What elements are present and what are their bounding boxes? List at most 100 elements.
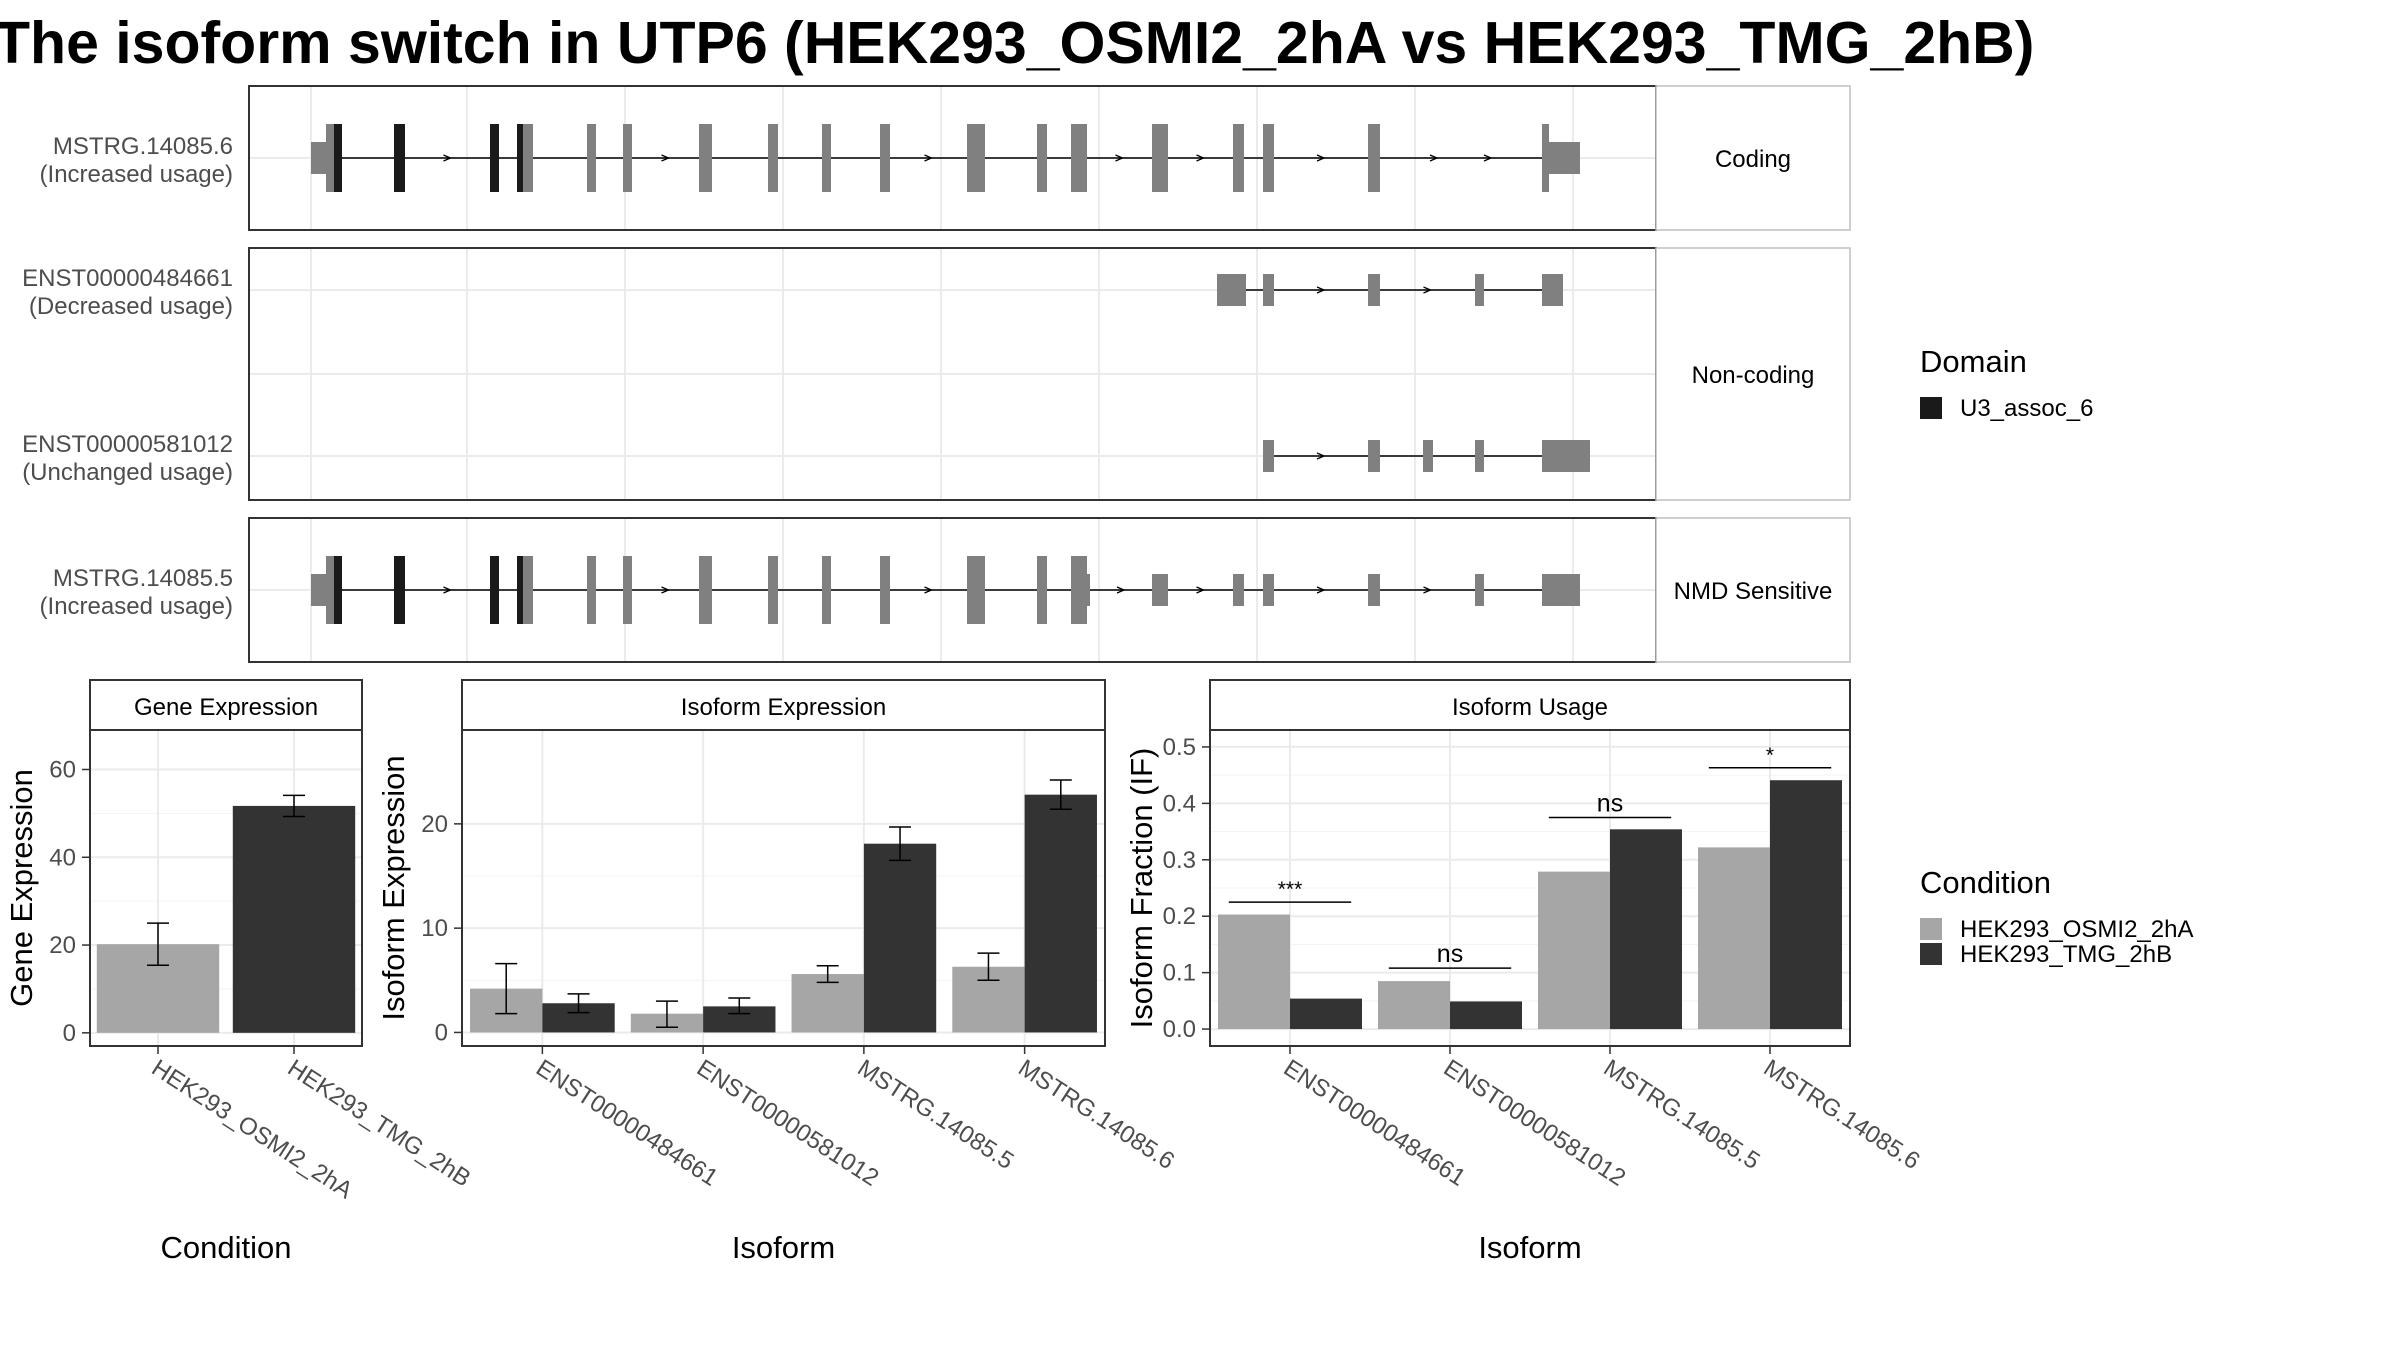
significance-label: ns: [1437, 940, 1463, 968]
transcript-usage-label: (Increased usage): [40, 593, 233, 620]
facet-strip: [1655, 247, 1851, 501]
exon-block: [1542, 440, 1590, 472]
direction-arrow: [1116, 586, 1126, 594]
exon-block: [880, 556, 890, 624]
error-bar: [1049, 779, 1072, 811]
direction-arrow: [924, 154, 934, 162]
legend-legend_domain: Domain U3_assoc_6: [1920, 344, 2093, 422]
domain-block: [490, 556, 499, 624]
domain-block: [394, 556, 405, 624]
legend-title: Condition: [1920, 865, 2051, 900]
transcript-facet-1: Non-coding ENST00000484661(Decreased usag…: [22, 247, 1851, 501]
transcript-facet-0: Coding MSTRG.14085.6(Increased usage): [40, 85, 1851, 231]
exon-block: [1263, 574, 1274, 606]
exon-block: [1549, 142, 1580, 174]
error-bar: [655, 1000, 678, 1028]
domain-block: [490, 124, 499, 192]
exon-block: [1542, 274, 1563, 306]
direction-arrow: [1316, 154, 1326, 162]
exon-block: [1233, 124, 1244, 192]
y-tick-label: 60: [49, 757, 76, 784]
error-bar: [283, 794, 305, 818]
exon-block: [523, 556, 533, 624]
exon-block: [1233, 574, 1244, 606]
exon-block: [967, 556, 985, 624]
exon-block: [822, 556, 831, 624]
exon-block: [326, 556, 334, 624]
error-bar: [728, 997, 751, 1015]
exon-block: [1475, 440, 1484, 472]
exon-block: [699, 556, 712, 624]
exon-block: [1152, 124, 1168, 192]
exon-block: [311, 142, 326, 174]
exon-block: [1217, 274, 1246, 306]
bar-ENST00000581012-HEK293_OSMI2_2hA: [1378, 981, 1450, 1030]
exon-block: [1475, 274, 1484, 306]
chart-strip: [89, 679, 363, 731]
bar-MSTRG.14085.6-HEK293_TMG_2hB: [1024, 794, 1097, 1033]
direction-arrow: [924, 586, 934, 594]
exon-block: [1368, 274, 1380, 306]
y-tick-label: 10: [421, 915, 448, 942]
y-tick-label: 0.2: [1163, 903, 1196, 930]
exon-block: [1368, 574, 1380, 606]
bar-MSTRG.14085.5-HEK293_OSMI2_2hA: [791, 974, 864, 1033]
transcript-facet-2: NMD Sensitive MSTRG.14085.5(Increased usa…: [40, 517, 1851, 663]
direction-arrow: [1316, 286, 1326, 294]
bar-MSTRG.14085.5-HEK293_OSMI2_2hA: [1538, 871, 1610, 1030]
direction-arrow: [661, 586, 671, 594]
x-axis-title: Isoform: [732, 1230, 835, 1265]
direction-arrow: [443, 586, 453, 594]
exon-block: [1263, 124, 1274, 192]
significance-label: ns: [1597, 789, 1623, 817]
y-tick-label: 0.4: [1163, 790, 1196, 817]
y-tick-label: 40: [49, 844, 76, 871]
exon-block: [699, 124, 712, 192]
facet-strip-label: Non-coding: [1692, 362, 1815, 389]
legend-label: HEK293_OSMI2_2hA: [1960, 916, 2193, 943]
legend-swatch: [1920, 918, 1942, 940]
exon-block: [623, 124, 632, 192]
facet-strip: [1655, 85, 1851, 231]
y-tick-label: 0.1: [1163, 960, 1196, 987]
bar-MSTRG.14085.6-HEK293_TMG_2hB: [1770, 780, 1842, 1030]
x-tick-label: MSTRG.14085.6: [1013, 1054, 1179, 1175]
y-axis-title: Isoform Fraction (IF): [1124, 748, 1159, 1029]
exon-block: [587, 556, 596, 624]
y-tick-label: 0: [63, 1020, 76, 1047]
transcript-id-label: ENST00000484661: [22, 265, 233, 292]
legend-swatch: [1920, 397, 1942, 419]
bar-HEK293_TMG_2hB-single: [232, 805, 356, 1033]
direction-arrow: [1429, 154, 1439, 162]
exon-block: [880, 124, 890, 192]
y-tick-label: 0.0: [1163, 1016, 1196, 1043]
domain-block: [334, 124, 342, 192]
x-tick-label: MSTRG.14085.5: [1599, 1054, 1765, 1175]
error-bar: [816, 964, 839, 984]
facet-strip-label: Coding: [1715, 146, 1791, 173]
exon-block: [1071, 556, 1087, 624]
direction-arrow: [1316, 452, 1326, 460]
direction-arrow: [1196, 154, 1206, 162]
x-tick-label: MSTRG.14085.6: [1759, 1054, 1925, 1175]
error-bar: [495, 962, 518, 1015]
y-tick-label: 20: [421, 811, 448, 838]
direction-arrow: [1115, 154, 1125, 162]
transcript-usage-label: (Unchanged usage): [22, 459, 233, 486]
error-bar: [567, 993, 590, 1014]
x-axis-title: Isoform: [1478, 1230, 1581, 1265]
exon-block: [1082, 574, 1090, 606]
exon-block: [768, 124, 778, 192]
significance-label: ***: [1278, 878, 1303, 901]
exon-block: [1263, 274, 1274, 306]
transcript-usage-label: (Increased usage): [40, 161, 233, 188]
chart-title: Gene Expression: [134, 694, 318, 721]
bar-MSTRG.14085.6-HEK293_OSMI2_2hA: [1698, 847, 1770, 1030]
chart-1: Isoform Expression 0 10 20 Isoform Expressio…: [376, 679, 1179, 1265]
exon-block: [822, 124, 831, 192]
exon-block: [326, 124, 334, 192]
y-tick-label: 0.5: [1163, 734, 1196, 761]
